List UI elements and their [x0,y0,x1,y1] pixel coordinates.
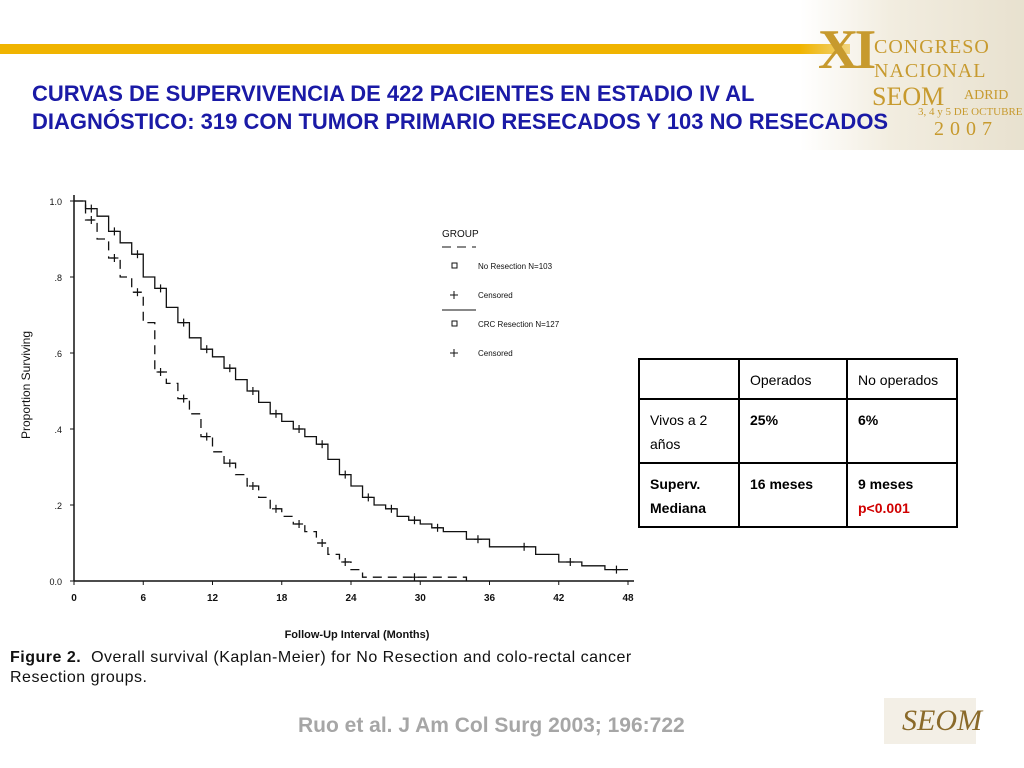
legend-title: GROUP [442,229,479,240]
seom-footer-logo: SEOM [884,698,982,744]
congress-logo: XI CONGRESO NACIONAL SEOM ADRID 3, 4 y 5… [800,0,1024,150]
table-header-corner [638,358,740,400]
chart-ticks: 0 6 12 18 24 30 36 42 48 0.0 .2 .4 .6 .8 1.0 [49,197,634,604]
series-line-resection [74,200,628,571]
series-line-no-resection [74,200,468,581]
y-tick-label: .2 [54,501,62,511]
slide-title: CURVAS DE SUPERVIVENCIA DE 422 PACIENTES… [32,81,889,134]
figure-caption-text: Overall survival (Kaplan-Meier) for No R… [10,649,632,686]
legend-label: CRC Resection N=127 [478,320,560,329]
row-label-mediana: Superv. Mediana [638,462,740,528]
y-tick-label: .8 [54,273,62,283]
chart-axes [73,195,634,582]
logo-line-congreso: CONGRESO [874,36,990,58]
cell-vivos-no-operados: 6% [846,398,958,464]
cell-mediana-no-operados: 9 meses p<0.001 [846,462,958,528]
y-axis-label: Proportion Surviving [19,331,33,439]
p-value: p<0.001 [858,500,910,516]
y-tick-label: 0.0 [49,577,62,587]
x-tick-label: 24 [345,593,357,604]
citation: Ruo et al. J Am Col Surg 2003; 196:722 [298,714,685,737]
logo-city: ADRID [964,88,1009,103]
cell-mediana-no-operados-value: 9 meses [858,476,914,492]
x-tick-label: 48 [622,593,634,604]
y-tick-label: .6 [54,349,62,359]
table-row: Superv. Mediana 16 meses 9 meses p<0.001 [638,462,958,528]
x-tick-label: 0 [71,593,77,604]
x-tick-label: 42 [553,593,565,604]
x-tick-label: 36 [484,593,496,604]
logo-seom: SEOM [872,82,945,111]
logo-roman-numeral: XI [818,19,876,81]
cell-mediana-operados: 16 meses [738,462,848,528]
x-tick-label: 6 [140,593,146,604]
cell-vivos-operados: 25% [738,398,848,464]
logo-dates: 3, 4 y 5 DE OCTUBRE [918,106,1023,118]
y-tick-label: .4 [54,425,62,435]
logo-year: 2007 [934,118,998,140]
x-tick-label: 30 [415,593,427,604]
table-header-operados: Operados [738,358,848,400]
chart-lines [74,200,628,581]
legend-label: Censored [478,291,513,300]
kaplan-meier-chart: 0 6 12 18 24 30 36 42 48 0.0 .2 .4 .6 .8 1.0 GROUP No R… [19,195,634,641]
top-accent-bar [0,44,850,54]
x-tick-label: 18 [276,593,288,604]
legend-marker-square [451,262,458,269]
logo-line-nacional: NACIONAL [874,60,987,82]
legend-label: No Resection N=103 [478,262,553,271]
legend-marker-square [451,320,458,327]
row-label-vivos: Vivos a 2 años [638,398,740,464]
x-axis-label: Follow-Up Interval (Months) [285,629,430,641]
survival-summary-table: Operados No operados Vivos a 2 años 25% … [638,358,958,528]
y-tick-label: 1.0 [49,197,62,207]
survival-figure: 0 6 12 18 24 30 36 42 48 0.0 .2 .4 .6 .8 1.0 GROUP No R… [10,185,640,700]
legend-label: Censored [478,349,513,358]
chart-legend: GROUP No Resection N=103 Censored CRC Resec… [442,229,560,358]
chart-censor-marks [87,204,621,582]
x-tick-label: 12 [207,593,219,604]
seom-footer-logo-text: SEOM [902,704,982,737]
table-header-no-operados: No operados [846,358,958,400]
table-row: Vivos a 2 años 25% 6% [638,398,958,464]
figure-caption: Figure 2. Overall survival (Kaplan-Meier… [10,648,650,688]
table-header-row: Operados No operados [638,358,958,400]
figure-caption-label: Figure 2. [10,649,82,666]
